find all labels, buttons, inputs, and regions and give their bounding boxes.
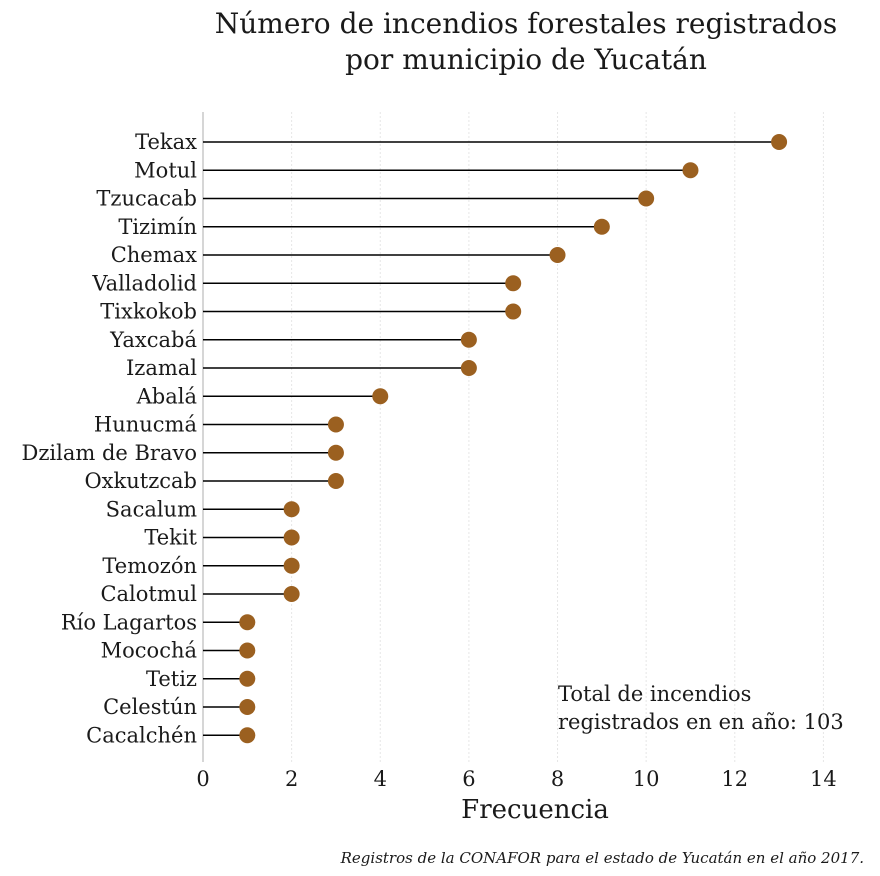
data-point-marker [771, 134, 788, 150]
x-tick-label: 0 [196, 767, 209, 791]
data-point-marker [283, 529, 300, 546]
data-point-marker [505, 275, 522, 292]
category-label: Dzilam de Bravo [22, 441, 198, 465]
x-tick-label: 12 [721, 767, 748, 791]
data-point-marker [239, 727, 256, 744]
category-label: Río Lagartos [61, 610, 197, 634]
x-tick-label: 2 [285, 767, 298, 791]
category-label: Tekit [144, 526, 197, 550]
category-label: Motul [134, 158, 197, 182]
chart-title-line-1: Número de incendios forestales registrad… [215, 7, 837, 40]
data-point-marker [239, 699, 256, 715]
category-label: Cacalchén [86, 723, 197, 747]
x-tick-labels: 0 2 4 6 8 10 12 14 [196, 767, 836, 791]
category-label: Tetiz [146, 667, 197, 691]
category-label: Valladolid [91, 271, 197, 295]
data-point-marker [549, 247, 566, 263]
category-label: Tekax [135, 130, 197, 154]
category-label: Chemax [111, 243, 197, 267]
stems [203, 141, 780, 736]
category-label: Yaxcabá [109, 328, 197, 352]
total-annotation-line-1: Total de incendios [558, 682, 751, 706]
data-point-marker [327, 444, 344, 461]
data-point-marker [593, 218, 610, 235]
data-point-marker [283, 501, 300, 518]
grid-lines [291, 112, 824, 762]
category-label: Mocochá [101, 639, 197, 663]
category-label: Tixkokob [100, 300, 197, 324]
data-point-marker [460, 360, 477, 376]
data-point-marker [682, 162, 699, 179]
data-point-marker [327, 416, 344, 433]
x-axis-label: Frecuencia [461, 795, 609, 825]
category-label: Abalá [136, 384, 197, 408]
total-annotation-line-2: registrados en en año: 103 [558, 710, 844, 734]
category-label: Hunucmá [94, 413, 197, 437]
data-point-marker [239, 670, 256, 687]
data-point-marker [505, 303, 522, 320]
data-point-marker [638, 190, 655, 207]
category-label: Oxkutzcab [84, 469, 197, 493]
category-label: Tzucacab [96, 187, 197, 211]
category-label: Tizimín [118, 215, 197, 239]
x-tick-label: 14 [810, 767, 837, 791]
data-point-marker [239, 642, 256, 659]
data-point-marker [327, 473, 344, 489]
data-point-marker [372, 388, 389, 405]
x-tick-label: 10 [633, 767, 660, 791]
category-label: Sacalum [106, 497, 197, 521]
category-label: Izamal [126, 356, 197, 380]
chart-title-line-2: por municipio de Yucatán [345, 43, 707, 76]
data-point-marker [460, 331, 477, 348]
x-tick-label: 8 [551, 767, 564, 791]
category-label: Temozón [102, 554, 197, 578]
x-tick-label: 6 [462, 767, 475, 791]
markers [239, 134, 788, 744]
data-point-marker [283, 586, 300, 602]
data-point-marker [239, 614, 256, 631]
data-point-marker [283, 557, 300, 574]
source-caption: Registros de la CONAFOR para el estado d… [340, 849, 864, 867]
category-labels: Tekax Motul Tzucacab Tizimín Chemax Valladoli… [22, 130, 198, 747]
category-label: Celestún [103, 695, 197, 719]
x-tick-label: 4 [374, 767, 387, 791]
category-label: Calotmul [100, 582, 197, 606]
